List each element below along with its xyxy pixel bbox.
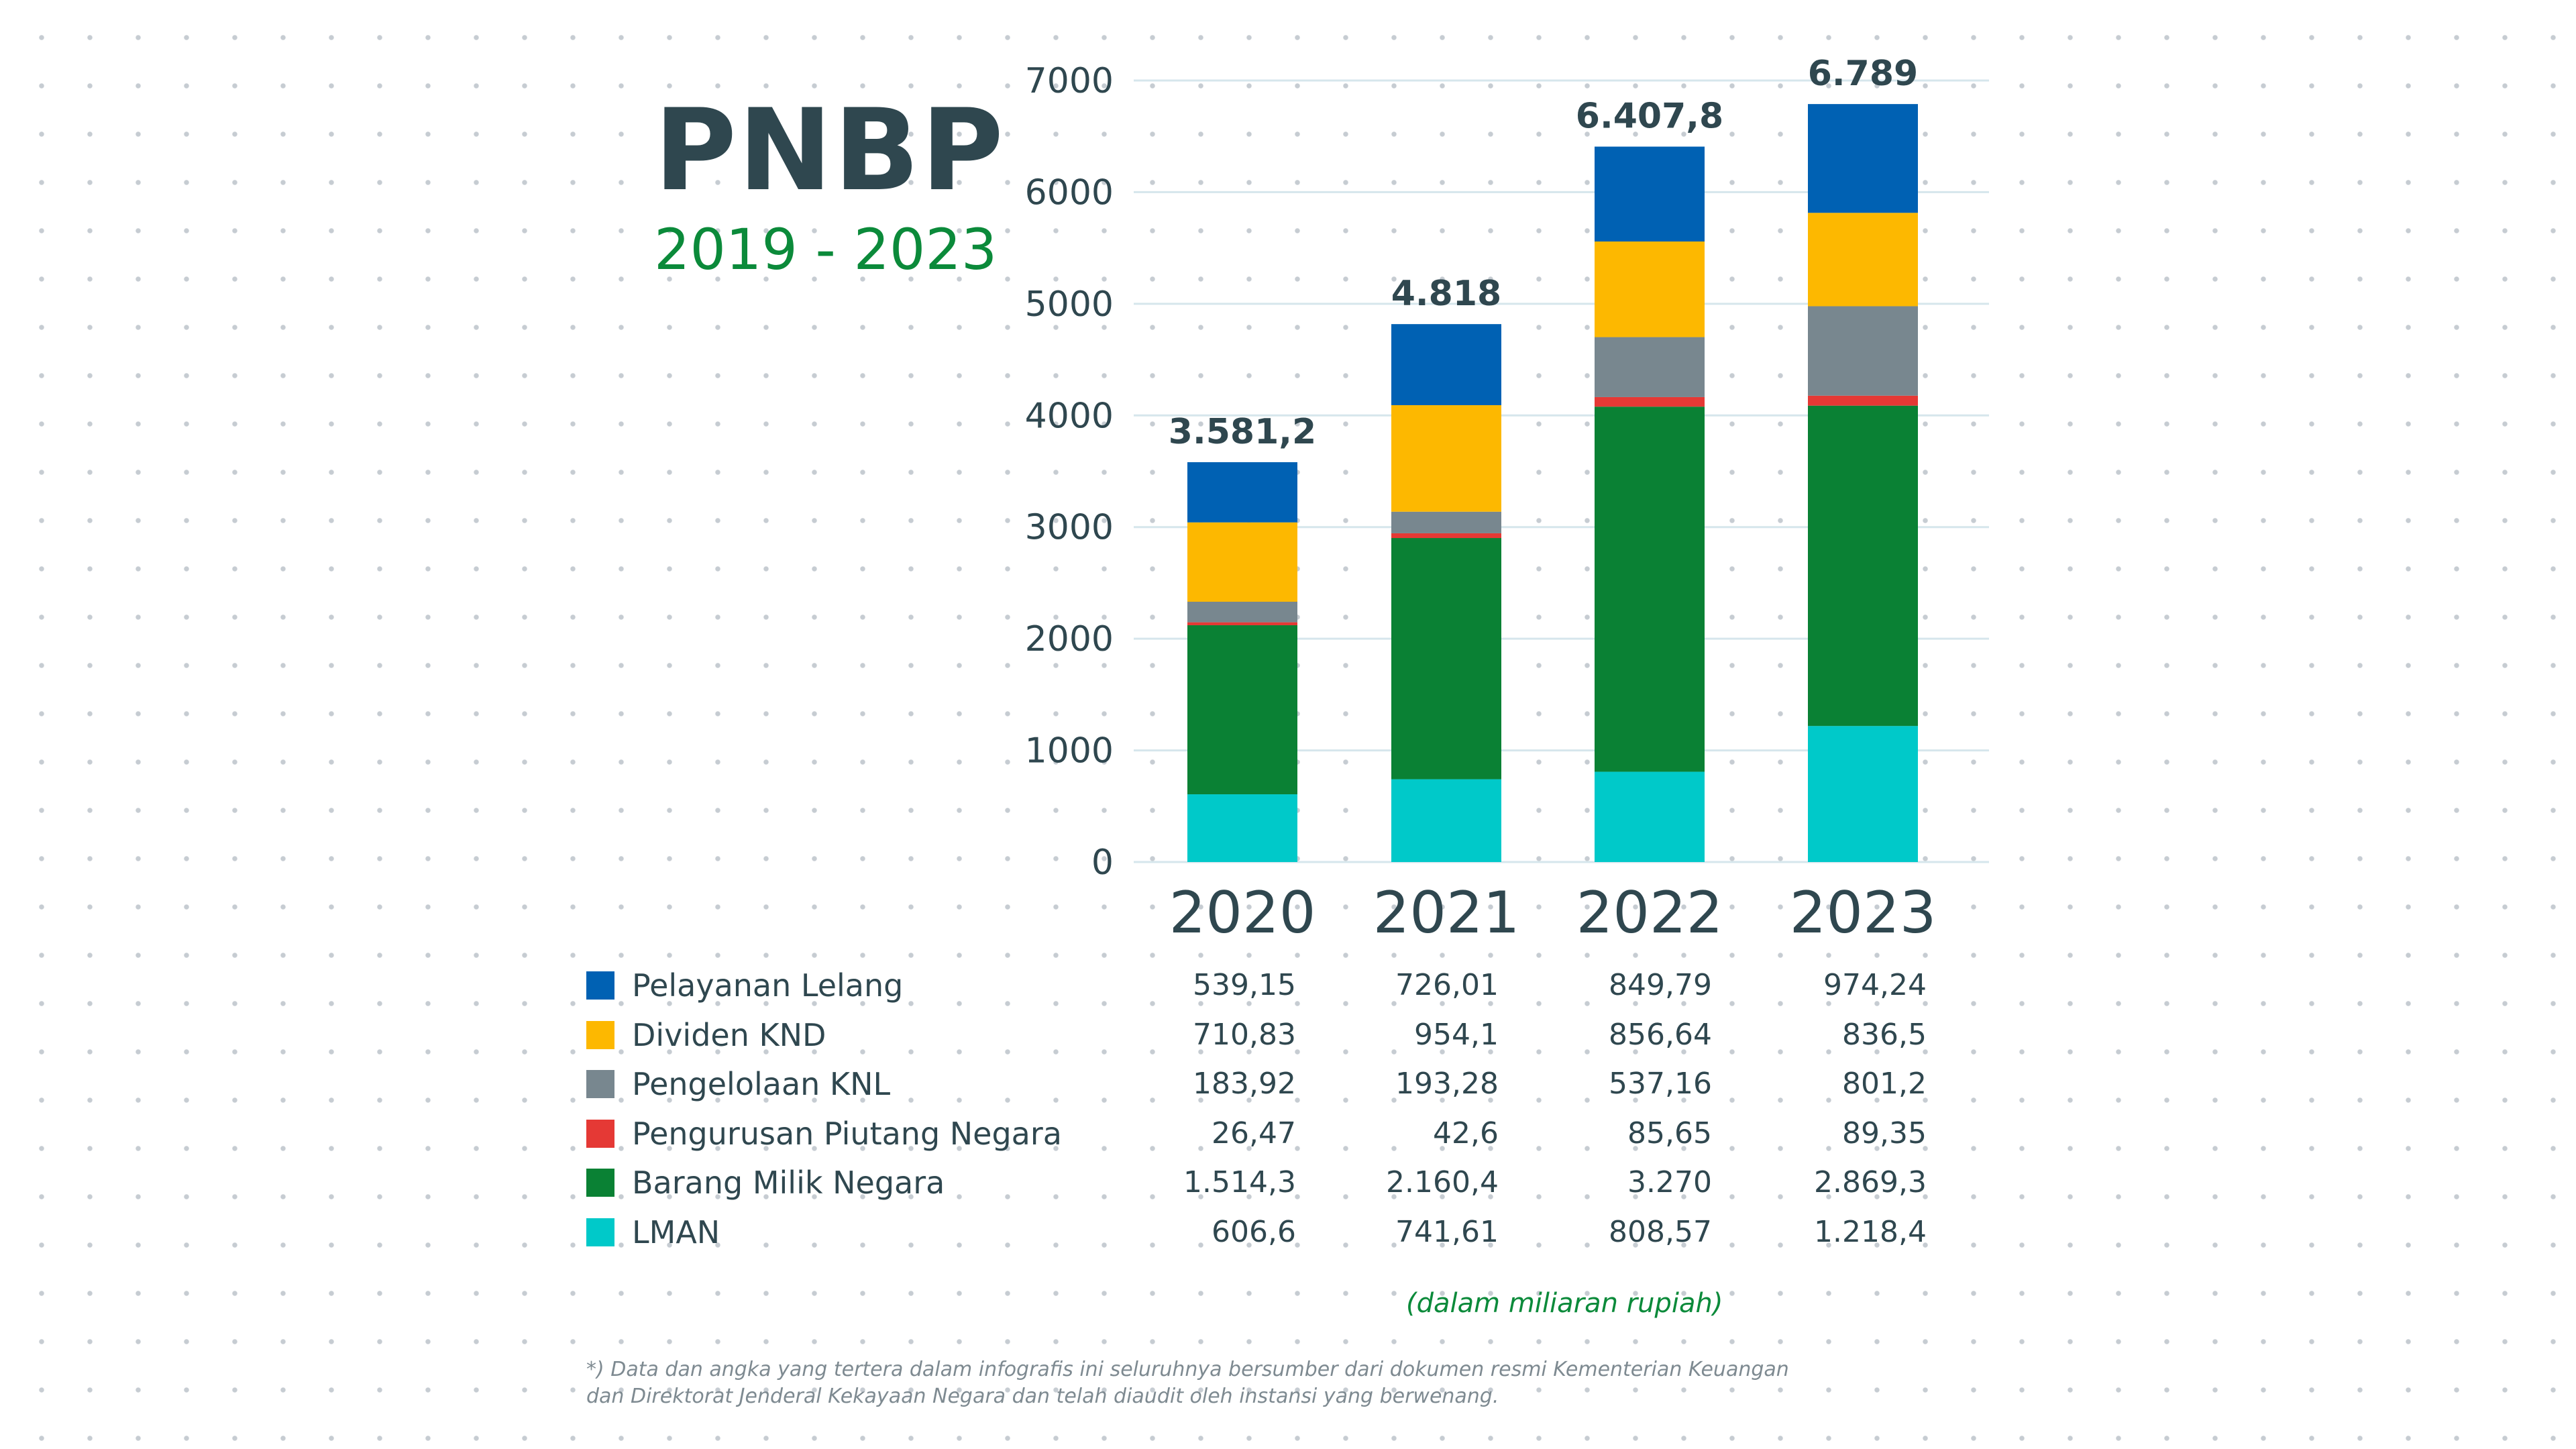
legend-label: LMAN — [632, 1214, 720, 1250]
legend-swatch — [586, 1070, 614, 1098]
legend-value-2022: 808,57 — [1609, 1214, 1712, 1249]
bar-segment-barang-milik-negara — [1595, 407, 1705, 772]
legend-value-2020: 606,6 — [1212, 1214, 1296, 1249]
y-tick-label: 1000 — [1025, 731, 1114, 771]
legend-value-2023: 836,5 — [1842, 1017, 1927, 1052]
y-tick-label: 0 — [1091, 843, 1114, 883]
legend-value-2021: 42,6 — [1433, 1116, 1499, 1150]
footnote: *) Data dan angka yang tertera dalam inf… — [586, 1356, 1794, 1410]
bar-segment-dividen-knd — [1595, 241, 1705, 337]
bar-segment-pengurusan-piutang-negara — [1595, 396, 1705, 407]
x-category-label: 2023 — [1790, 879, 1937, 947]
x-category-label: 2021 — [1373, 879, 1520, 947]
y-tick-label: 4000 — [1025, 396, 1114, 436]
legend-value-2021: 193,28 — [1395, 1067, 1499, 1101]
bar-segment-pelayanan-lelang — [1595, 146, 1705, 241]
legend-value-2020: 26,47 — [1212, 1116, 1296, 1150]
legend-row: Barang Milik Negara 1.514,3 2.160,4 3.270 2.… — [586, 1161, 1995, 1210]
legend-row: Pelayanan Lelang 539,15 726,01 849,79 974,24 — [586, 963, 1995, 1013]
legend-value-2022: 856,64 — [1609, 1017, 1712, 1052]
legend-value-2022: 537,16 — [1609, 1067, 1712, 1101]
legend-value-2021: 954,1 — [1414, 1017, 1499, 1052]
legend-swatch — [586, 1020, 614, 1049]
y-tick-label: 7000 — [1025, 61, 1114, 101]
legend-row: Dividen KND 710,83 954,1 856,64 836,5 — [586, 1013, 1995, 1063]
legend-swatch — [586, 1169, 614, 1197]
legend-value-2020: 539,15 — [1193, 968, 1296, 1002]
bar-segment-barang-milik-negara — [1187, 625, 1297, 795]
chart-subtitle: 2019 - 2023 — [654, 217, 998, 282]
legend-value-2020: 1.514,3 — [1183, 1165, 1296, 1199]
bar-total-label: 6.789 — [1808, 54, 1918, 94]
bar-total-label: 3.581,2 — [1169, 412, 1316, 452]
bar-segment-pelayanan-lelang — [1808, 104, 1918, 213]
legend-value-2021: 2.160,4 — [1386, 1165, 1499, 1199]
bar-segment-pengelolaan-knl — [1595, 337, 1705, 397]
y-tick-label: 3000 — [1025, 508, 1114, 548]
legend-value-2021: 741,61 — [1395, 1214, 1499, 1249]
bar-total-label: 6.407,8 — [1576, 97, 1723, 137]
bar-segment-lman — [1391, 779, 1501, 862]
bar-segment-pengelolaan-knl — [1187, 602, 1297, 623]
legend-value-2023: 2.869,3 — [1814, 1165, 1927, 1199]
footnote-line: dan Direktorat Jenderal Kekayaan Negara … — [586, 1385, 1499, 1408]
legend-label: Pelayanan Lelang — [632, 967, 904, 1004]
title-block: PNBP 2019 - 2023 — [654, 94, 1005, 278]
legend-value-2023: 89,35 — [1842, 1116, 1927, 1150]
bar-segment-pelayanan-lelang — [1187, 462, 1297, 523]
legend-value-2022: 3.270 — [1627, 1165, 1712, 1199]
legend-value-2022: 85,65 — [1627, 1116, 1712, 1150]
bar-total-label: 4.818 — [1391, 274, 1501, 314]
bar-segment-pengelolaan-knl — [1808, 306, 1918, 396]
bar-segment-pengurusan-piutang-negara — [1187, 622, 1297, 626]
bar-segment-barang-milik-negara — [1391, 538, 1501, 780]
legend-swatch — [586, 1218, 614, 1246]
legend-swatch — [586, 971, 614, 1000]
legend-label: Dividen KND — [632, 1016, 826, 1053]
x-category-label: 2020 — [1169, 879, 1316, 947]
bar-segment-pelayanan-lelang — [1391, 324, 1501, 405]
bar-segment-lman — [1187, 794, 1297, 862]
footnote-line: *) Data dan angka yang tertera dalam inf… — [586, 1358, 1789, 1381]
legend-table: Pelayanan Lelang 539,15 726,01 849,79 974,24… — [586, 963, 1995, 1259]
bar-segment-dividen-knd — [1808, 213, 1918, 307]
legend-label: Pengurusan Piutang Negara — [632, 1115, 1062, 1152]
bar-segment-lman — [1808, 726, 1918, 862]
legend-row: Pengurusan Piutang Negara 26,47 42,6 85,65 8… — [586, 1112, 1995, 1161]
bar-segment-pengelolaan-knl — [1391, 511, 1501, 533]
x-category-label: 2022 — [1576, 879, 1723, 947]
bar-segment-pengurusan-piutang-negara — [1391, 533, 1501, 539]
legend-row: Pengelolaan KNL 183,92 193,28 537,16 801,2 — [586, 1062, 1995, 1112]
bar-segment-dividen-knd — [1391, 405, 1501, 512]
legend-row: LMAN 606,6 741,61 808,57 1.218,4 — [586, 1210, 1995, 1260]
legend-swatch — [586, 1119, 614, 1148]
bar-segment-pengurusan-piutang-negara — [1808, 395, 1918, 406]
y-tick-label: 2000 — [1025, 619, 1114, 659]
legend-label: Pengelolaan KNL — [632, 1066, 891, 1102]
legend-value-2023: 974,24 — [1823, 968, 1927, 1002]
y-tick-label: 5000 — [1025, 284, 1114, 325]
bar-segment-barang-milik-negara — [1808, 405, 1918, 727]
unit-note: (dalam miliaran rupiah) — [1406, 1288, 1723, 1319]
legend-value-2022: 849,79 — [1609, 968, 1712, 1002]
bar-segment-lman — [1595, 771, 1705, 862]
chart-title: PNBP — [654, 85, 1005, 216]
legend-value-2020: 183,92 — [1193, 1067, 1296, 1101]
legend-value-2023: 1.218,4 — [1814, 1214, 1927, 1249]
bar-segment-dividen-knd — [1187, 522, 1297, 602]
legend-label: Barang Milik Negara — [632, 1165, 945, 1201]
legend-value-2023: 801,2 — [1842, 1067, 1927, 1101]
legend-value-2020: 710,83 — [1193, 1017, 1296, 1052]
y-tick-label: 6000 — [1025, 172, 1114, 213]
legend-value-2021: 726,01 — [1395, 968, 1499, 1002]
